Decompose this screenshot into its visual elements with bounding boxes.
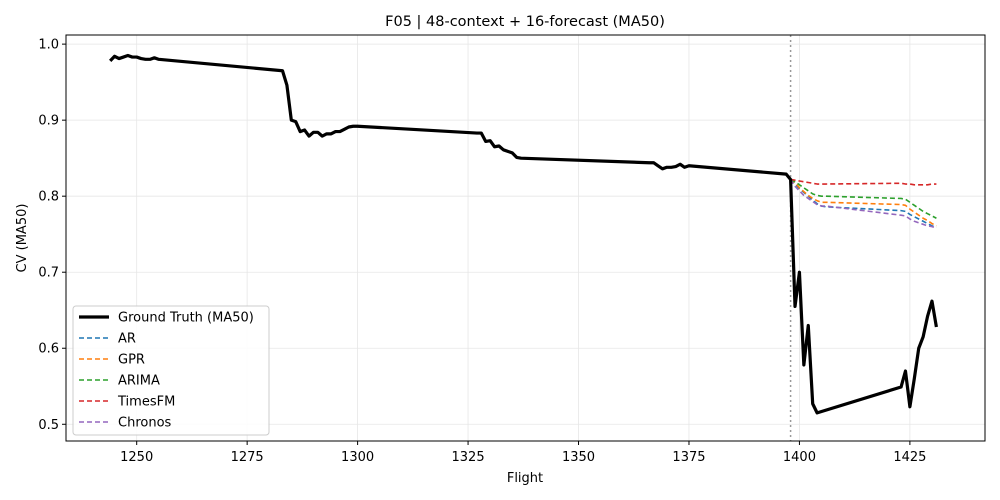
legend-label: Ground Truth (MA50) <box>118 311 254 326</box>
series-line-ground-truth-ma50 <box>109 53 938 415</box>
x-tick-label: 1425 <box>893 450 926 465</box>
y-tick-label: 0.9 <box>38 114 59 129</box>
series-lines <box>109 53 938 415</box>
x-tick-label: 1400 <box>783 450 816 465</box>
y-tick-label: 0.8 <box>38 190 59 205</box>
legend-label: TimesFM <box>117 395 175 410</box>
x-tick-label: 1250 <box>120 450 153 465</box>
legend-label: GPR <box>118 353 145 368</box>
legend-label: AR <box>118 332 136 347</box>
x-tick-label: 1275 <box>231 450 264 465</box>
x-tick-label: 1325 <box>452 450 485 465</box>
series-line-timesfm <box>790 178 937 186</box>
legend-box <box>72 305 270 436</box>
x-tick-label: 1350 <box>562 450 595 465</box>
y-tick-label: 0.7 <box>38 266 59 281</box>
chart-title: F05 | 48-context + 16-forecast (MA50) <box>385 14 665 30</box>
axis-ticks: 1250 1275 1300 1325 1350 1375 1400 1425 0.5 0.6 0.… <box>38 38 926 465</box>
y-tick-label: 0.5 <box>38 418 59 433</box>
x-tick-label: 1300 <box>341 450 374 465</box>
y-tick-label: 0.6 <box>38 342 59 357</box>
series-line-gpr <box>790 178 937 227</box>
x-axis-label: Flight <box>507 471 543 486</box>
plot-frame <box>65 34 986 442</box>
legend: Ground Truth (MA50) AR GPR ARIMA TimesFM Chro… <box>72 305 270 436</box>
y-axis-label: CV (MA50) <box>15 204 30 273</box>
legend-label: Chronos <box>118 416 172 431</box>
series-line-chronos <box>789 179 937 229</box>
y-tick-label: 1.0 <box>38 38 59 53</box>
x-tick-label: 1375 <box>672 450 705 465</box>
legend-label: ARIMA <box>118 374 160 389</box>
